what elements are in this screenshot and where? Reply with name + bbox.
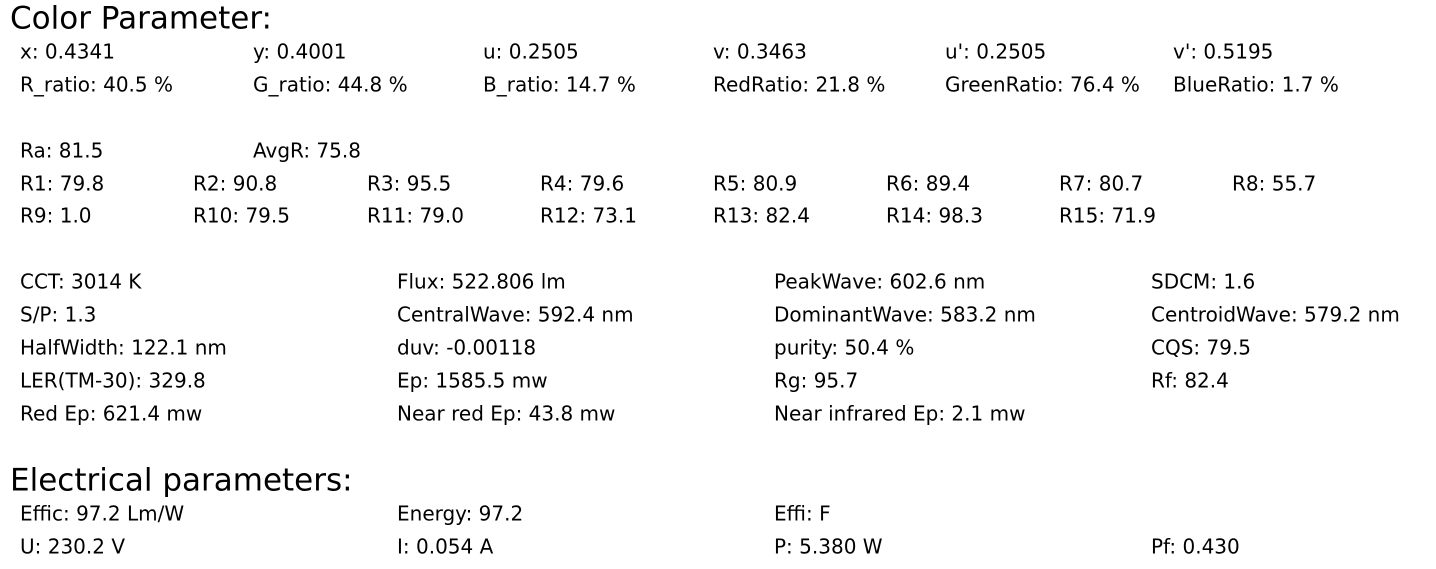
parameter-value: B_ratio: 14.7 %: [483, 73, 636, 97]
parameter-value: R8: 55.7: [1232, 172, 1316, 196]
parameter-value: R6: 89.4: [886, 172, 970, 196]
parameter-value: Rf: 82.4: [1151, 369, 1229, 393]
parameter-value: CentralWave: 592.4 nm: [397, 303, 634, 327]
parameter-value: Near infrared Ep: 2.1 mw: [774, 402, 1025, 426]
section-title: Electrical parameters:: [10, 463, 353, 499]
parameter-value: R4: 79.6: [540, 172, 624, 196]
parameter-value: duv: -0.00118: [397, 336, 536, 360]
parameter-value: CentroidWave: 579.2 nm: [1151, 303, 1400, 327]
parameter-value: BlueRatio: 1.7 %: [1173, 73, 1339, 97]
parameter-value: Red Ep: 621.4 mw: [20, 402, 202, 426]
parameter-value: RedRatio: 21.8 %: [713, 73, 885, 97]
parameter-value: CCT: 3014 K: [20, 270, 142, 294]
parameter-value: R3: 95.5: [367, 172, 451, 196]
parameter-value: u': 0.2505: [945, 40, 1046, 64]
parameter-value: SDCM: 1.6: [1151, 270, 1255, 294]
parameter-value: purity: 50.4 %: [774, 336, 914, 360]
parameter-value: U: 230.2 V: [20, 535, 125, 559]
parameter-value: R15: 71.9: [1059, 204, 1156, 228]
parameter-value: PeakWave: 602.6 nm: [774, 270, 985, 294]
parameter-value: HalfWidth: 122.1 nm: [20, 336, 227, 360]
parameter-value: R13: 82.4: [713, 204, 810, 228]
parameter-value: CQS: 79.5: [1151, 336, 1251, 360]
parameter-value: x: 0.4341: [20, 40, 115, 64]
parameter-value: v: 0.3463: [713, 40, 807, 64]
parameter-value: I: 0.054 A: [397, 535, 494, 559]
parameter-value: Energy: 97.2: [397, 502, 523, 526]
parameter-value: R10: 79.5: [193, 204, 290, 228]
parameter-value: R1: 79.8: [20, 172, 104, 196]
parameter-value: R5: 80.9: [713, 172, 797, 196]
parameter-value: Rg: 95.7: [774, 369, 858, 393]
parameter-value: P: 5.380 W: [774, 535, 883, 559]
section-title: Color Parameter:: [10, 1, 272, 37]
parameter-value: R9: 1.0: [20, 204, 92, 228]
parameter-value: R12: 73.1: [540, 204, 637, 228]
parameter-value: R_ratio: 40.5 %: [20, 73, 173, 97]
parameter-value: G_ratio: 44.8 %: [253, 73, 408, 97]
parameter-value: AvgR: 75.8: [253, 139, 361, 163]
parameter-value: Ra: 81.5: [20, 139, 103, 163]
parameter-value: LER(TM-30): 329.8: [20, 369, 206, 393]
parameter-value: S/P: 1.3: [20, 303, 96, 327]
parameter-value: R7: 80.7: [1059, 172, 1143, 196]
parameter-value: Effic: 97.2 Lm/W: [20, 502, 184, 526]
parameter-value: GreenRatio: 76.4 %: [945, 73, 1140, 97]
parameter-value: Effi: F: [774, 502, 831, 526]
parameter-value: Pf: 0.430: [1151, 535, 1240, 559]
parameter-value: Ep: 1585.5 mw: [397, 369, 548, 393]
parameter-value: R2: 90.8: [193, 172, 277, 196]
parameter-value: y: 0.4001: [253, 40, 346, 64]
parameter-value: DominantWave: 583.2 nm: [774, 303, 1036, 327]
parameter-value: R11: 79.0: [367, 204, 464, 228]
parameter-value: v': 0.5195: [1173, 40, 1273, 64]
parameter-value: R14: 98.3: [886, 204, 983, 228]
parameter-value: u: 0.2505: [483, 40, 579, 64]
parameter-value: Flux: 522.806 lm: [397, 270, 566, 294]
parameter-value: Near red Ep: 43.8 mw: [397, 402, 615, 426]
